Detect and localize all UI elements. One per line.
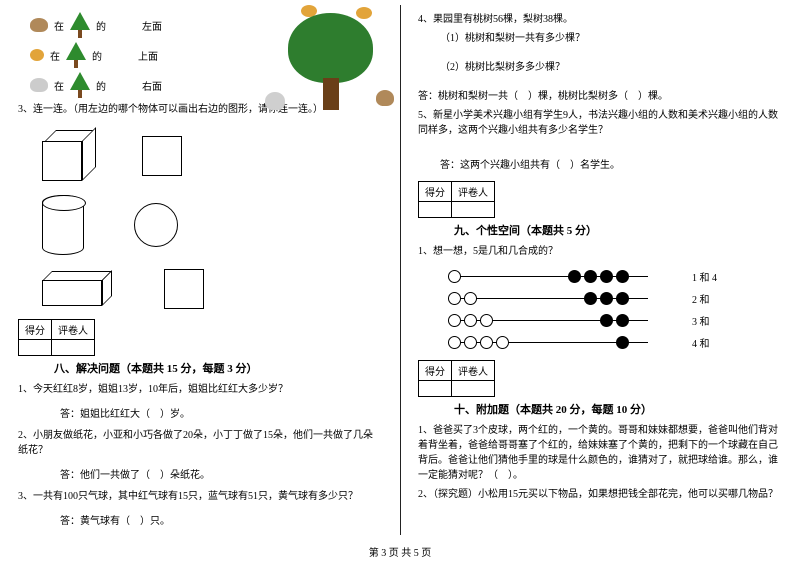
shape-row-1 [42, 131, 382, 181]
position-left: 左面 [142, 18, 162, 33]
a8-3: 答：黄气球有（ ）只。 [60, 512, 382, 527]
q8-3: 3、一共有100只气球，其中红气球有15只，蓝气球有51只，黄气球有多少只？ [18, 489, 382, 504]
score-table-8: 得分评卷人 [18, 319, 95, 356]
grader-header: 评卷人 [452, 361, 495, 381]
section-8-title: 八、解决问题（本题共 15 分，每题 3 分） [54, 360, 382, 376]
q5: 5、新星小学美术兴趣小组有学生9人，书法兴趣小组的人数和美术兴趣小组的人数同样多… [418, 108, 782, 138]
q10-1: 1、爸爸买了3个皮球，两个红的，一个黄的。哥哥和妹妹都想要，爸爸叫他们背对着背坐… [418, 423, 782, 483]
label-in: 在 [50, 48, 60, 63]
abacus-label: 4 和 [692, 335, 710, 350]
section-9-title: 九、个性空间（本题共 5 分） [454, 222, 782, 238]
q8-2: 2、小朋友做纸花，小亚和小巧各做了20朵，小丁丁做了15朵，他们一共做了几朵纸花… [18, 428, 382, 458]
abacus-label: 1 和 4 [692, 269, 717, 284]
section-10-title: 十、附加题（本题共 20 分，每题 10 分） [454, 401, 782, 417]
q4: 4、果园里有桃树56棵，梨树38棵。 [418, 12, 782, 27]
a8-1: 答：姐姐比红红大（ ）岁。 [60, 405, 382, 420]
abacus-row: 1 和 4 [448, 269, 782, 284]
label-of: 的 [96, 18, 106, 33]
label-of: 的 [96, 78, 106, 93]
abacus-row: 2 和 [448, 291, 782, 306]
rabbit-icon [30, 78, 48, 92]
label-of: 的 [92, 48, 102, 63]
abacus-label: 3 和 [692, 313, 710, 328]
tree-icon [66, 42, 86, 68]
bird-icon [30, 49, 44, 61]
abacus-row: 4 和 [448, 335, 782, 350]
rectangle-shape [164, 269, 204, 309]
a8-2: 答：他们一共做了（ ）朵纸花。 [60, 466, 382, 481]
big-tree-illustration [283, 5, 378, 110]
score-table-10: 得分评卷人 [418, 360, 495, 397]
q10-2: 2、（探究题）小松用15元买以下物品，如果想把钱全部花完，他可以买哪几物品？ [418, 487, 782, 502]
cylinder-shape [42, 195, 84, 255]
position-right: 右面 [142, 78, 162, 93]
shape-row-3 [42, 269, 382, 309]
square-shape [142, 136, 182, 176]
page-footer: 第 3 页 共 5 页 [0, 540, 800, 559]
cuboid-shape [42, 272, 114, 306]
position-top: 上面 [138, 48, 158, 63]
score-header: 得分 [19, 320, 52, 340]
left-column: 在 的 左面 在 的 上面 在 的 右面 3、连一连。（用左边的哪个物体可以画出… [0, 0, 400, 540]
score-header: 得分 [419, 182, 452, 202]
abacus-row: 3 和 [448, 313, 782, 328]
grader-header: 评卷人 [452, 182, 495, 202]
cube-shape [42, 131, 92, 181]
score-header: 得分 [419, 361, 452, 381]
circle-shape [134, 203, 178, 247]
q9-1: 1、想一想，5是几和几合成的？ [418, 244, 782, 259]
q5-ans: 答：这两个兴趣小组共有（ ）名学生。 [440, 158, 782, 173]
column-divider [400, 5, 401, 535]
abacus-label: 2 和 [692, 291, 710, 306]
squirrel-icon [30, 18, 48, 32]
q4-ans: 答：桃树和梨树一共（ ）棵，桃树比梨树多（ ）棵。 [418, 89, 782, 104]
right-column: 4、果园里有桃树56棵，梨树38棵。 （1）桃树和梨树一共有多少棵？ （2）桃树… [400, 0, 800, 540]
tree-icon [70, 72, 90, 98]
q8-1: 1、今天红红8岁，姐姐13岁，10年后，姐姐比红红大多少岁？ [18, 382, 382, 397]
abacus-diagram: 1 和 4 2 和 3 和 4 和 [448, 269, 782, 350]
grader-header: 评卷人 [52, 320, 95, 340]
score-table-9: 得分评卷人 [418, 181, 495, 218]
label-in: 在 [54, 78, 64, 93]
q4-2: （2）桃树比梨树多多少棵？ [440, 60, 782, 75]
tree-icon [70, 12, 90, 38]
shape-row-2 [42, 195, 382, 255]
label-in: 在 [54, 18, 64, 33]
q4-1: （1）桃树和梨树一共有多少棵？ [440, 31, 782, 46]
